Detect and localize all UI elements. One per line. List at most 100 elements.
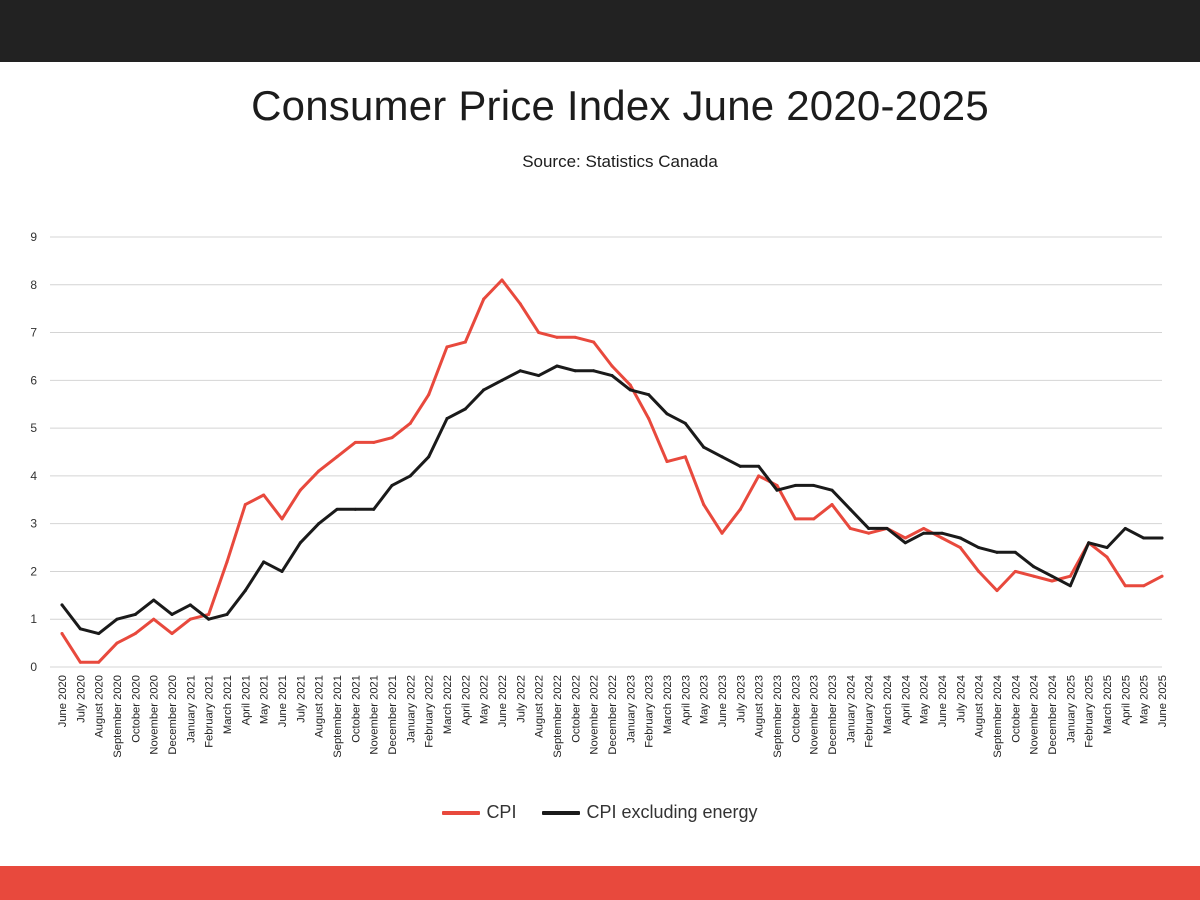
data-point-cpi-excluding-energy bbox=[793, 483, 797, 487]
x-tick-label: March 2023 bbox=[662, 675, 674, 734]
x-tick-label: July 2023 bbox=[735, 675, 747, 723]
data-point-cpi-excluding-energy bbox=[885, 526, 889, 530]
data-point-cpi-excluding-energy bbox=[115, 617, 119, 621]
data-point-cpi bbox=[390, 436, 394, 440]
data-point-cpi bbox=[647, 417, 651, 421]
y-tick-label: 3 bbox=[30, 517, 37, 531]
data-point-cpi-excluding-energy bbox=[867, 526, 871, 530]
x-tick-label: March 2025 bbox=[1102, 675, 1114, 734]
x-tick-label: December 2020 bbox=[167, 675, 179, 755]
x-tick-label: May 2023 bbox=[699, 675, 711, 724]
x-tick-label: March 2024 bbox=[882, 675, 894, 734]
data-point-cpi-excluding-energy bbox=[573, 369, 577, 373]
x-tick-label: May 2024 bbox=[919, 675, 931, 724]
x-tick-label: September 2020 bbox=[112, 675, 124, 758]
data-point-cpi-excluding-energy bbox=[97, 632, 101, 636]
x-tick-label: September 2024 bbox=[992, 675, 1004, 758]
legend-label-cpi-excluding-energy: CPI excluding energy bbox=[586, 802, 758, 822]
data-point-cpi bbox=[720, 531, 724, 535]
data-point-cpi-excluding-energy bbox=[720, 455, 724, 459]
data-point-cpi-excluding-energy bbox=[445, 417, 449, 421]
legend-item-cpi-excluding-energy: CPI excluding energy bbox=[542, 802, 758, 823]
data-point-cpi bbox=[922, 526, 926, 530]
data-point-cpi-excluding-energy bbox=[665, 412, 669, 416]
x-tick-label: May 2022 bbox=[479, 675, 491, 724]
x-tick-label: August 2024 bbox=[974, 675, 986, 738]
x-tick-label: July 2020 bbox=[75, 675, 87, 723]
y-tick-label: 9 bbox=[30, 230, 37, 244]
data-point-cpi-excluding-energy bbox=[225, 612, 229, 616]
data-point-cpi-excluding-energy bbox=[298, 541, 302, 545]
data-point-cpi bbox=[372, 440, 376, 444]
data-point-cpi-excluding-energy bbox=[1050, 574, 1054, 578]
data-point-cpi bbox=[738, 507, 742, 511]
x-tick-label: August 2020 bbox=[94, 675, 106, 738]
data-point-cpi-excluding-energy bbox=[188, 603, 192, 607]
x-tick-label: January 2023 bbox=[625, 675, 637, 743]
x-tick-label: September 2022 bbox=[552, 675, 564, 758]
data-point-cpi-excluding-energy bbox=[60, 603, 64, 607]
data-point-cpi-excluding-energy bbox=[738, 464, 742, 468]
chart-legend: CPI CPI excluding energy bbox=[0, 802, 1200, 823]
data-point-cpi-excluding-energy bbox=[390, 483, 394, 487]
data-point-cpi-excluding-energy bbox=[207, 617, 211, 621]
data-point-cpi bbox=[628, 383, 632, 387]
y-tick-label: 5 bbox=[30, 421, 37, 435]
x-tick-label: June 2022 bbox=[497, 675, 509, 727]
data-point-cpi bbox=[830, 503, 834, 507]
data-point-cpi bbox=[977, 569, 981, 573]
legend-swatch-cpi bbox=[442, 810, 481, 815]
x-tick-label: June 2023 bbox=[717, 675, 729, 727]
x-tick-label: October 2022 bbox=[570, 675, 582, 743]
data-point-cpi bbox=[170, 632, 174, 636]
x-tick-label: June 2021 bbox=[277, 675, 289, 727]
x-tick-label: July 2022 bbox=[515, 675, 527, 723]
data-point-cpi-excluding-energy bbox=[463, 407, 467, 411]
data-point-cpi bbox=[555, 335, 559, 339]
data-point-cpi bbox=[812, 517, 816, 521]
x-tick-label: November 2021 bbox=[369, 675, 381, 755]
data-point-cpi bbox=[1013, 569, 1017, 573]
data-point-cpi-excluding-energy bbox=[243, 589, 247, 593]
data-point-cpi bbox=[115, 641, 119, 645]
data-point-cpi-excluding-energy bbox=[702, 445, 706, 449]
x-tick-label: November 2020 bbox=[149, 675, 161, 755]
x-tick-label: August 2023 bbox=[754, 675, 766, 738]
data-point-cpi bbox=[445, 345, 449, 349]
data-point-cpi bbox=[133, 632, 137, 636]
data-point-cpi-excluding-energy bbox=[610, 374, 614, 378]
data-point-cpi-excluding-energy bbox=[830, 488, 834, 492]
y-tick-label: 7 bbox=[30, 326, 37, 340]
x-tick-label: December 2022 bbox=[607, 675, 619, 755]
data-point-cpi bbox=[427, 393, 431, 397]
data-point-cpi bbox=[188, 617, 192, 621]
x-tick-label: August 2022 bbox=[534, 675, 546, 738]
data-point-cpi-excluding-energy bbox=[775, 488, 779, 492]
legend-swatch-cpi-excluding-energy bbox=[542, 810, 581, 815]
bottom-banner bbox=[0, 866, 1200, 900]
series-line-cpi-excluding-energy bbox=[60, 364, 1164, 636]
data-point-cpi-excluding-energy bbox=[78, 627, 82, 631]
data-point-cpi-excluding-energy bbox=[500, 378, 504, 382]
data-point-cpi bbox=[1032, 574, 1036, 578]
data-point-cpi-excluding-energy bbox=[1068, 584, 1072, 588]
legend-label-cpi: CPI bbox=[486, 802, 517, 822]
x-tick-label: April 2024 bbox=[900, 675, 912, 725]
data-point-cpi-excluding-energy bbox=[903, 541, 907, 545]
x-tick-label: July 2021 bbox=[295, 675, 307, 723]
data-point-cpi bbox=[1123, 584, 1127, 588]
data-point-cpi-excluding-energy bbox=[1105, 546, 1109, 550]
data-point-cpi-excluding-energy bbox=[757, 464, 761, 468]
data-point-cpi-excluding-energy bbox=[170, 612, 174, 616]
data-point-cpi-excluding-energy bbox=[353, 507, 357, 511]
data-point-cpi-excluding-energy bbox=[537, 374, 541, 378]
x-tick-label: June 2024 bbox=[937, 675, 949, 727]
x-tick-label: February 2024 bbox=[864, 675, 876, 748]
x-tick-label: April 2023 bbox=[680, 675, 692, 725]
data-point-cpi bbox=[610, 364, 614, 368]
data-point-cpi bbox=[482, 297, 486, 301]
x-tick-label: April 2021 bbox=[240, 675, 252, 725]
y-tick-label: 0 bbox=[30, 660, 37, 674]
data-point-cpi bbox=[573, 335, 577, 339]
chart-subtitle: Source: Statistics Canada bbox=[522, 152, 718, 171]
